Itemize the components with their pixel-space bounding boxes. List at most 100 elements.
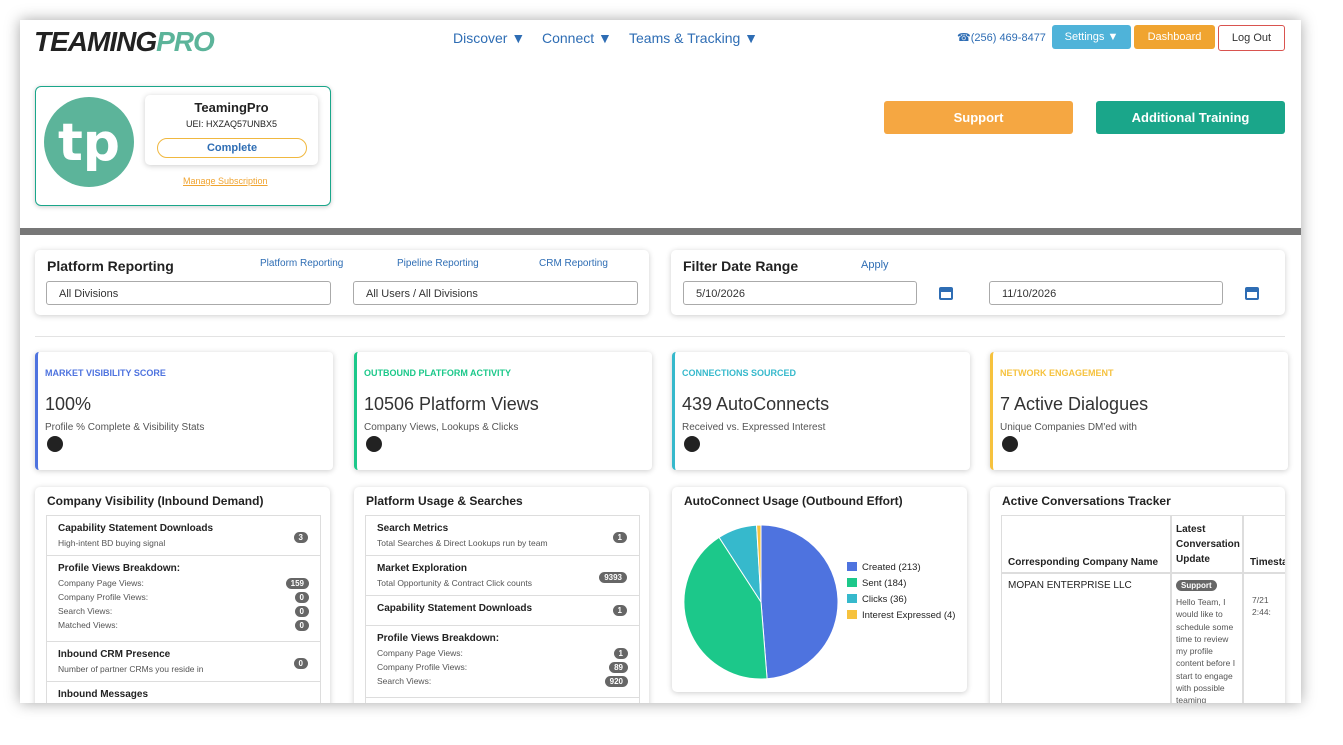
count-badge: 0 bbox=[294, 606, 309, 617]
column-header: Timestamp bbox=[1250, 557, 1285, 568]
row-label: Matched Views: bbox=[58, 620, 118, 630]
filter-panel: Filter Date Range Apply 5/10/2026 11/10/… bbox=[671, 250, 1285, 315]
stat-icon bbox=[366, 436, 382, 452]
item-title: Market Exploration bbox=[377, 563, 468, 574]
list-item: Profile Views Breakdown: Company Page Vie… bbox=[47, 556, 320, 642]
icon-shape bbox=[47, 436, 63, 452]
list-item: Capability Statement Downloads High-inten… bbox=[47, 516, 320, 556]
manage-subscription-link[interactable]: Manage Subscription bbox=[183, 176, 268, 186]
item-subtitle: High-intent BD buying signal bbox=[58, 538, 166, 548]
legend-label: Sent (184) bbox=[862, 578, 906, 589]
count-badge: 0 bbox=[293, 658, 308, 669]
stat-subtitle: Received vs. Expressed Interest bbox=[682, 422, 826, 433]
legend-swatch bbox=[847, 562, 857, 571]
stat-subtitle: Unique Companies DM'ed with bbox=[1000, 422, 1137, 433]
start-date[interactable]: 5/10/2026 bbox=[683, 281, 917, 305]
row-label: Company Page Views: bbox=[58, 578, 144, 588]
report-link[interactable]: CRM Reporting bbox=[539, 258, 608, 269]
legend-label: Interest Expressed (4) bbox=[862, 610, 955, 621]
item-subtitle: Total Opportunity & Contract Click count… bbox=[377, 578, 532, 588]
panel-title: Active Conversations Tracker bbox=[1002, 494, 1171, 508]
phone[interactable]: ☎(256) 469-8477 bbox=[957, 32, 1046, 44]
legend-swatch bbox=[847, 610, 857, 619]
logout-button[interactable]: Log Out bbox=[1218, 25, 1285, 51]
logo[interactable]: TEAMINGPRO bbox=[34, 26, 215, 58]
legend-label: Created (213) bbox=[862, 562, 921, 573]
count-badge: 1 bbox=[613, 648, 628, 659]
calendar-icon[interactable] bbox=[1244, 284, 1260, 301]
count-badge: 159 bbox=[285, 578, 309, 589]
item-title: Capability Statement Downloads bbox=[377, 603, 533, 614]
table-cell: Support Hello Team, I would like to sche… bbox=[1171, 573, 1243, 703]
stat-card: OUTBOUND PLATFORM ACTIVITY 10506 Platform… bbox=[354, 352, 652, 470]
breakdown-row: Company Page Views: 159 bbox=[58, 578, 309, 592]
breakdown-row: Company Page Views: 1 bbox=[377, 648, 628, 662]
training-button[interactable]: Additional Training bbox=[1096, 101, 1285, 134]
list-item: Inbound CRM Presence Number of partner CR… bbox=[47, 642, 320, 682]
user-select[interactable]: All Users / All Divisions bbox=[353, 281, 638, 305]
row-label: Company Page Views: bbox=[377, 648, 463, 658]
division-select[interactable]: All Divisions bbox=[46, 281, 331, 305]
nav-item[interactable]: Teams & Tracking ▼ bbox=[629, 30, 759, 46]
nav-item[interactable]: Discover ▼ bbox=[453, 30, 526, 46]
item-subtitle: Number of partner CRMs you reside in bbox=[58, 664, 204, 674]
table-header-cell: Timestamp bbox=[1243, 515, 1285, 573]
conversations-table: Corresponding Company Name Latest Conver… bbox=[1001, 515, 1285, 703]
stat-card: MARKET VISIBILITY SCORE 100% Profile % Com… bbox=[35, 352, 333, 470]
stat-value: 100% bbox=[45, 394, 92, 414]
stat-card: NETWORK ENGAGEMENT 7 Active Dialogues Uniq… bbox=[990, 352, 1288, 470]
logo-part: PRO bbox=[156, 26, 215, 57]
item-title: Capability Statement Downloads bbox=[58, 523, 214, 534]
table-header-cell: Latest Conversation Update bbox=[1171, 515, 1243, 573]
logo-part: TEAMING bbox=[34, 26, 157, 57]
breakdown-row: Search Views: 0 bbox=[58, 606, 309, 620]
row-label: Company Profile Views: bbox=[377, 662, 468, 672]
item-title: Search Metrics bbox=[377, 523, 449, 534]
stat-card: CONNECTIONS SOURCED 439 AutoConnects Recei… bbox=[672, 352, 970, 470]
count-badge: 9393 bbox=[599, 572, 627, 583]
support-button[interactable]: Support bbox=[884, 101, 1073, 134]
visibility-panel: Company Visibility (Inbound Demand) Capa… bbox=[35, 487, 330, 703]
count-badge: 0 bbox=[294, 592, 309, 603]
column-header: Latest Conversation Update bbox=[1176, 524, 1240, 565]
pie-slice bbox=[756, 524, 762, 603]
legend-label: Clicks (36) bbox=[862, 594, 907, 605]
profile-card: tp TeamingPro UEI: HXZAQ57UNBX5 Complete… bbox=[35, 86, 331, 206]
stat-label: NETWORK ENGAGEMENT bbox=[1000, 368, 1114, 378]
usage-panel: Platform Usage & Searches Search Metrics… bbox=[354, 487, 649, 703]
stat-subtitle: Profile % Complete & Visibility Stats bbox=[45, 422, 205, 433]
divider-bar bbox=[20, 228, 1301, 235]
profile-info: TeamingPro UEI: HXZAQ57UNBX5 Complete bbox=[145, 95, 318, 165]
status-badge: Complete bbox=[157, 138, 307, 158]
count-badge: 3 bbox=[293, 532, 308, 543]
dashboard-button[interactable]: Dashboard bbox=[1134, 25, 1215, 49]
count-badge: 920 bbox=[604, 676, 628, 687]
report-link[interactable]: Pipeline Reporting bbox=[397, 258, 479, 269]
count-badge: 1 bbox=[612, 532, 627, 543]
panel-title: Platform Usage & Searches bbox=[366, 494, 523, 508]
stat-icon bbox=[47, 436, 63, 452]
item-title: Profile Views Breakdown: bbox=[377, 633, 500, 644]
settings-button[interactable]: Settings ▼ bbox=[1052, 25, 1131, 49]
breakdown-row: Matched Views: 0 bbox=[58, 620, 309, 634]
end-date[interactable]: 11/10/2026 bbox=[989, 281, 1223, 305]
list-item: Market Exploration Total Opportunity & Co… bbox=[366, 556, 639, 596]
report-link[interactable]: Platform Reporting bbox=[260, 258, 344, 269]
stat-value: 10506 Platform Views bbox=[364, 394, 539, 414]
calendar-icon[interactable] bbox=[938, 284, 954, 301]
column-header: Corresponding Company Name bbox=[1008, 557, 1159, 568]
pie-slice bbox=[760, 524, 839, 680]
count-badge: 0 bbox=[294, 620, 309, 631]
pie-chart: Created (213) Sent (184) Clicks (36) Intere… bbox=[683, 524, 955, 680]
nav-item[interactable]: Connect ▼ bbox=[542, 30, 612, 46]
tag: Support bbox=[1176, 580, 1217, 591]
apply-button[interactable]: Apply bbox=[861, 259, 889, 271]
breakdown-row: Search Views: 920 bbox=[377, 676, 628, 690]
icon-shape bbox=[1002, 436, 1018, 452]
list-item: Profile Views Breakdown: Company Page Vie… bbox=[366, 626, 639, 698]
profile-logo: tp bbox=[44, 97, 134, 187]
list-item: Search Metrics Total Searches & Direct Lo… bbox=[366, 516, 639, 556]
company-name: MOPAN ENTERPRISE LLC bbox=[1008, 580, 1132, 591]
stat-subtitle: Company Views, Lookups & Clicks bbox=[364, 422, 519, 433]
usage-list: Search Metrics Total Searches & Direct Lo… bbox=[365, 515, 640, 703]
